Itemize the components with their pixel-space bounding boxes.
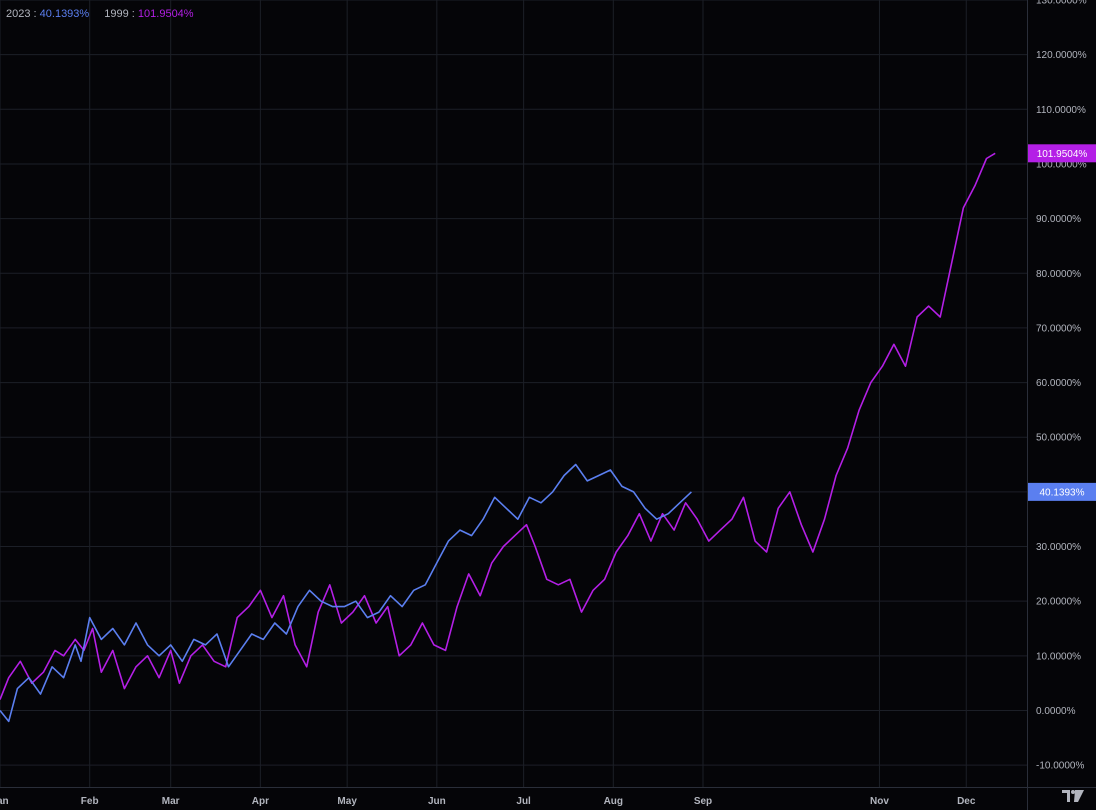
y-tick-label: 20.0000% xyxy=(1036,597,1081,608)
grid xyxy=(0,0,1027,787)
x-axis: Jan Feb Mar Apr May Jun Jul Aug Sep Nov Dec xyxy=(0,787,1096,807)
x-tick-label: Mar xyxy=(162,796,180,807)
legend-series-value: 40.1393% xyxy=(39,8,90,20)
y-tick-label: 0.0000% xyxy=(1036,706,1076,717)
x-tick-label: Nov xyxy=(870,796,889,807)
series-line-1999[interactable] xyxy=(0,152,996,700)
y-tick-label: 80.0000% xyxy=(1036,269,1081,280)
last-value-label-2023: 40.1393% xyxy=(1039,487,1084,498)
x-tick-label: May xyxy=(337,796,357,807)
x-tick-label: Apr xyxy=(252,796,269,807)
legend-separator: : xyxy=(128,8,138,20)
x-tick-label: Sep xyxy=(694,796,712,807)
x-tick-label: Dec xyxy=(957,796,976,807)
legend-item-2023[interactable]: 2023 : 40.1393% xyxy=(6,8,92,20)
y-tick-label: 50.0000% xyxy=(1036,433,1081,444)
x-tick-label: Jun xyxy=(428,796,446,807)
y-tick-label: 90.0000% xyxy=(1036,214,1081,225)
y-tick-label: -10.0000% xyxy=(1036,761,1084,772)
legend-series-name: 1999 xyxy=(104,8,129,20)
last-value-label-1999: 101.9504% xyxy=(1037,149,1088,160)
legend-series-name: 2023 xyxy=(6,8,31,20)
last-value-badge-2023 xyxy=(1028,482,1096,501)
y-tick-label: 110.0000% xyxy=(1036,105,1086,116)
y-tick-label: 100.0000% xyxy=(1036,159,1087,170)
series-line-2023[interactable] xyxy=(0,463,692,723)
last-value-badges: 40.1393% 101.9504% xyxy=(1028,144,1096,501)
y-tick-label: 30.0000% xyxy=(1036,542,1081,553)
series-layer xyxy=(0,152,996,723)
legend: 2023 : 40.1393% 1999 : 101.9504% xyxy=(6,8,194,20)
legend-series-value: 101.9504% xyxy=(137,8,194,20)
y-tick-label: 60.0000% xyxy=(1036,378,1081,389)
last-value-badge-1999 xyxy=(1028,144,1096,163)
y-tick-label: 120.0000% xyxy=(1036,50,1087,61)
y-tick-label: 10.0000% xyxy=(1036,651,1081,662)
x-tick-label: Jan xyxy=(0,796,9,807)
legend-separator: : xyxy=(30,8,40,20)
tradingview-logo-icon[interactable] xyxy=(1062,790,1084,802)
y-tick-label: 130.0000% xyxy=(1036,0,1087,7)
y-tick-label: 70.0000% xyxy=(1036,323,1081,334)
x-tick-label: Aug xyxy=(604,796,623,807)
y-axis: 130.0000% 120.0000% 110.0000% 100.0000% 90.0… xyxy=(1027,0,1087,810)
x-tick-label: Jul xyxy=(516,796,531,807)
x-tick-label: Feb xyxy=(81,796,99,807)
legend-item-1999[interactable]: 1999 : 101.9504% xyxy=(104,8,193,20)
